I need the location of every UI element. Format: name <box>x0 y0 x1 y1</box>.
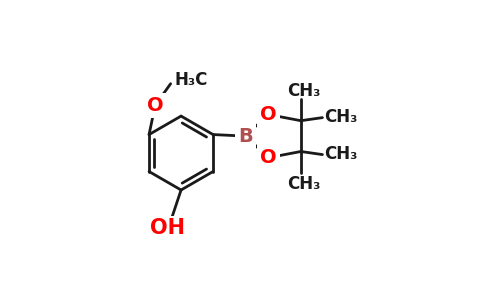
Text: O: O <box>147 96 164 115</box>
Text: O: O <box>260 105 277 124</box>
Text: CH₃: CH₃ <box>287 175 320 193</box>
Text: OH: OH <box>151 218 185 239</box>
Text: CH₃: CH₃ <box>324 145 357 163</box>
Text: B: B <box>238 127 253 146</box>
Text: O: O <box>260 148 277 167</box>
Text: CH₃: CH₃ <box>287 82 320 100</box>
Text: CH₃: CH₃ <box>324 108 357 126</box>
Text: H₃C: H₃C <box>174 71 208 89</box>
